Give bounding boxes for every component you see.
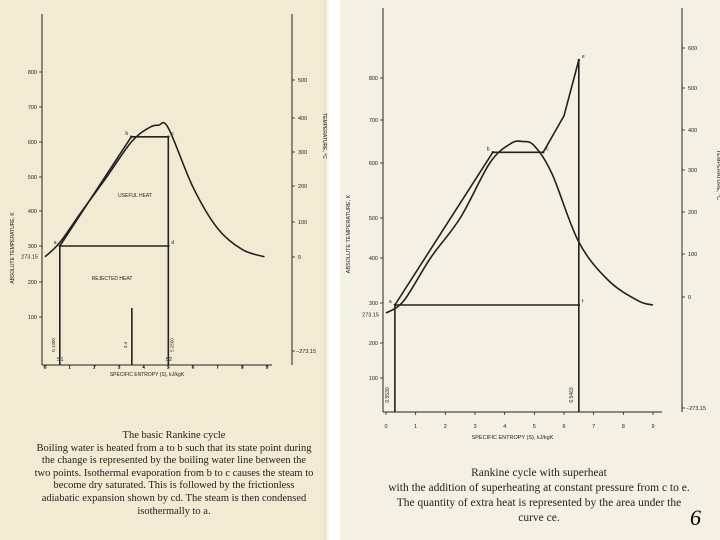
- left-x-tick-label: 1: [68, 365, 71, 371]
- right-state-point: [491, 151, 494, 154]
- right-book-page: [340, 0, 720, 540]
- right-state-point-label: e: [582, 54, 585, 60]
- left-y2-axis-title: TEMPERATURE, °C: [321, 113, 327, 159]
- left-x-tick-label: 5: [167, 365, 170, 371]
- right-state-point-label: a: [389, 299, 392, 305]
- right-x-tick-label: 9: [651, 424, 654, 430]
- right-y-tick-label: 100: [369, 376, 378, 382]
- rejected-heat-label: REJECTED HEAT: [92, 276, 133, 282]
- left-y-tick-label: 700: [28, 105, 37, 111]
- left-y-tick-label: 100: [28, 315, 37, 321]
- right-y-tick-label: 300: [369, 301, 378, 307]
- left-caption: The basic Rankine cycle Boiling water is…: [34, 430, 314, 518]
- left-x-tick-label: 4: [142, 365, 145, 371]
- right-x-tick-label: 7: [592, 424, 595, 430]
- right-y-tick-label: 400: [369, 256, 378, 262]
- left-x-tick-label: 2: [93, 365, 96, 371]
- left-y-tick-label: 300: [28, 244, 37, 250]
- right-y-tick-label: 700: [369, 118, 378, 124]
- right-x-tick-label: 2: [444, 424, 447, 430]
- right-y-tick-label: 500: [369, 216, 378, 222]
- left-state-point-label: a: [54, 240, 57, 246]
- left-y2-bottom-tick: −273.15: [296, 349, 316, 355]
- left-x-axis-title: SPECIFIC ENTROPY (S), kJ/kgK: [110, 372, 185, 378]
- right-y-tick-label: 200: [369, 341, 378, 347]
- left-x-tick-label: 9: [265, 365, 268, 371]
- left-y2-tick-label: 400: [298, 116, 307, 122]
- left-caption-title: The basic Rankine cycle: [122, 430, 226, 441]
- left-y-tick-label: 200: [28, 280, 37, 286]
- left-state-point-label: b: [125, 131, 128, 137]
- left-y-special-tick: 273.15: [21, 255, 38, 261]
- s1-label: S1: [57, 357, 64, 363]
- right-y2-tick-label: 400: [688, 128, 697, 134]
- right-caption: Rankine cycle with superheat with the ad…: [384, 466, 694, 526]
- right-x-tick-label: 3: [473, 424, 476, 430]
- left-entropy-value: 5.2550: [169, 338, 174, 352]
- left-y2-tick-label: 200: [298, 184, 307, 190]
- left-entropy-value: 0.1300: [51, 338, 56, 352]
- left-state-point-label: c: [171, 131, 174, 137]
- useful-heat-label: USEFUL HEAT: [118, 193, 152, 199]
- right-y-tick-label: 800: [369, 76, 378, 82]
- right-state-point-label: f: [582, 299, 584, 305]
- right-y-special-tick: 273.15: [362, 313, 379, 319]
- right-cycle-path: [394, 59, 580, 306]
- right-y2-tick-label: 500: [688, 86, 697, 92]
- right-y2-tick-label: 200: [688, 210, 697, 216]
- right-state-point: [542, 151, 545, 154]
- right-y2-tick-label: 600: [688, 46, 697, 52]
- left-caption-body: Boiling water is heated from a to b such…: [34, 442, 314, 517]
- right-y2-tick-label: 0: [688, 295, 691, 301]
- left-x-tick-label: 3: [117, 365, 120, 371]
- left-state-point: [130, 135, 133, 138]
- right-x-axis-title: SPECIFIC ENTROPY (S), kJ/kgK: [472, 435, 554, 441]
- right-state-point-label: c: [546, 146, 549, 152]
- right-state-point-label: b: [487, 146, 490, 152]
- left-y2-tick-label: 100: [298, 220, 307, 226]
- right-x-tick-label: 4: [503, 424, 506, 430]
- right-state-point: [577, 58, 581, 62]
- right-y2-axis-title: TEMPERATURE, °C: [715, 150, 720, 200]
- slide-number: 6: [690, 505, 701, 530]
- left-book-page: [0, 0, 324, 540]
- left-x-tick-label: 0: [43, 365, 46, 371]
- left-y2-tick-label: 500: [298, 78, 307, 84]
- right-entropy-value: 6.5463: [569, 387, 575, 403]
- left-y-axis-title: ABSOLUTE TEMPERATURE, K: [10, 212, 16, 284]
- right-caption-body: with the addition of superheating at con…: [388, 482, 690, 524]
- left-y-tick-label: 500: [28, 175, 37, 181]
- right-entropy-value: 0.5530: [385, 387, 391, 403]
- right-y-tick-label: 600: [369, 161, 378, 167]
- right-y-axis-title: ABSOLUTE TEMPERATURE, K: [346, 194, 352, 273]
- right-x-tick-label: 8: [622, 424, 625, 430]
- left-state-point-label: d: [171, 240, 174, 246]
- right-y2-tick-label: 100: [688, 252, 697, 258]
- right-caption-title: Rankine cycle with superheat: [471, 467, 607, 479]
- s2-label: S2: [165, 357, 172, 363]
- right-x-tick-label: 6: [562, 424, 565, 430]
- left-y-tick-label: 400: [28, 209, 37, 215]
- left-x-tick-label: 6: [191, 365, 194, 371]
- right-x-tick-label: 0: [384, 424, 387, 430]
- right-y2-bottom-tick: −273.15: [686, 406, 706, 412]
- left-y-tick-label: 600: [28, 140, 37, 146]
- page-gutter: [324, 0, 340, 540]
- right-x-tick-label: 1: [414, 424, 417, 430]
- left-x-tick-label: 7: [216, 365, 219, 371]
- right-y2-tick-label: 300: [688, 168, 697, 174]
- left-x-tick-label: 8: [241, 365, 244, 371]
- right-x-tick-label: 5: [533, 424, 536, 430]
- right-saturation-dome: [385, 140, 654, 314]
- left-entropy-value: 3.4: [123, 341, 128, 348]
- left-y2-tick-label: 300: [298, 150, 307, 156]
- left-y2-tick-label: 0: [298, 255, 301, 261]
- left-y-tick-label: 800: [28, 70, 37, 76]
- left-state-point: [167, 135, 170, 138]
